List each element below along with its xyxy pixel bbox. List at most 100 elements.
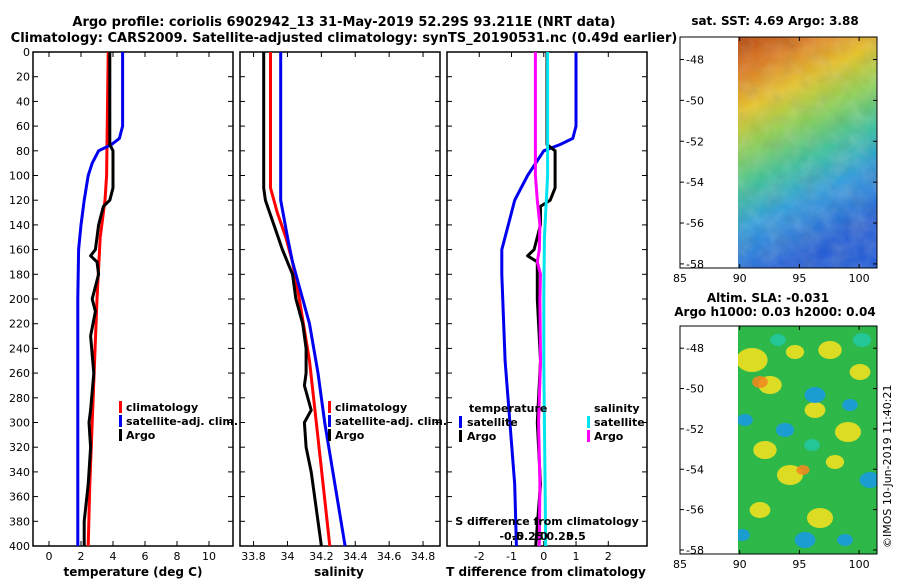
sla-anomaly-blob <box>796 465 810 475</box>
difference-xlabel: T difference from climatology <box>446 565 646 579</box>
sla-anomaly-blob <box>804 439 820 451</box>
series-line-argo <box>262 52 323 547</box>
legend-label: Argo <box>335 429 365 442</box>
lat-tick-label: -56 <box>686 217 704 230</box>
sst-map-frame <box>679 36 878 269</box>
lat-tick-label: -54 <box>686 176 704 189</box>
temperature-plot-frame <box>32 51 234 547</box>
x-tick-label: 6 <box>142 550 149 563</box>
legend-label: Argo <box>467 430 497 443</box>
s-tick-label: -0.25 <box>512 530 544 543</box>
sst-map-ticks: 85 90 95 100 -48 -50 -52 -54 -56 -58 <box>673 37 877 285</box>
temperature-xlabel: temperature (deg C) <box>64 565 203 579</box>
lon-tick-label: 90 <box>733 558 747 571</box>
lat-tick-label: -52 <box>686 423 704 436</box>
sst-texture <box>738 37 877 268</box>
legend-temperature-title: temperature <box>469 402 547 415</box>
legend-label: climatology <box>126 401 198 414</box>
x-tick-label: 10 <box>202 550 216 563</box>
sla-anomaly-blob <box>770 334 786 346</box>
y-tick-label: 340 <box>9 466 30 479</box>
lon-tick-label: 85 <box>673 558 687 571</box>
series-line-satellite-adj-clim- <box>279 52 347 547</box>
y-tick-label: 240 <box>9 342 30 355</box>
sla-anomaly-blob <box>775 423 795 437</box>
x-tick-label: 0 <box>46 550 53 563</box>
x-tick-label: -2 <box>474 550 485 563</box>
sla-anomaly-blob <box>738 529 750 541</box>
lon-tick-label: 85 <box>673 272 687 285</box>
series-line-argo <box>82 52 115 546</box>
sla-map-frame <box>679 325 878 555</box>
x-tick-label: 1 <box>573 550 580 563</box>
salinity-plot-marks: 33.8 34 34.2 34.4 34.6 34.8 climatologysatelli… <box>240 51 447 563</box>
sla-anomaly-blob <box>749 502 771 518</box>
sla-map-ticks: 85 90 95 100 -48 -50 -52 -54 -56 -58 <box>673 326 877 571</box>
legend-label: satellite-adj. clim. <box>335 415 447 428</box>
sla-anomaly-blob <box>785 345 805 359</box>
x-tick-label: 34.6 <box>377 550 402 563</box>
sla-anomaly-blob <box>804 402 826 418</box>
sla-anomaly-blob <box>753 441 777 459</box>
x-tick-label: 4 <box>110 550 117 563</box>
sla-field <box>738 326 877 554</box>
y-tick-label: 100 <box>9 170 30 183</box>
x-tick-label: 34.2 <box>309 550 334 563</box>
sla-anomaly-blob <box>837 534 853 546</box>
sla-anomaly-blob <box>794 532 816 548</box>
lat-tick-label: -54 <box>686 463 704 476</box>
lat-tick-label: -48 <box>686 342 704 355</box>
legend-swatch <box>328 429 331 441</box>
legend-swatch <box>587 430 590 442</box>
lat-tick-label: -58 <box>686 258 704 271</box>
legend-label: satellite <box>467 416 518 429</box>
s-tick-label: 0.5 <box>566 530 586 543</box>
y-tick-label: 400 <box>9 540 30 553</box>
legend-swatch <box>328 415 331 427</box>
lat-tick-label: -52 <box>686 135 704 148</box>
y-tick-label: 280 <box>9 392 30 405</box>
y-tick-label: 60 <box>16 120 30 133</box>
salinity-panel: 33.8 34 34.2 34.4 34.6 34.8 climatologysatelli… <box>239 51 447 579</box>
y-tick-label: 160 <box>9 244 30 257</box>
sla-anomaly-blob <box>859 472 877 488</box>
title-line-2: Climatology: CARS2009. Satellite-adjuste… <box>11 31 678 46</box>
y-tick-label: 260 <box>9 367 30 380</box>
sla-anomaly-blob <box>752 376 768 388</box>
difference-panel: -2 -1 0 1 2temperaturesatelliteArgosalinitys… <box>446 51 648 579</box>
sla-anomaly-blob <box>849 364 871 380</box>
legend-swatch <box>119 415 122 427</box>
sla-anomaly-blob <box>804 387 826 403</box>
y-tick-label: 220 <box>9 318 30 331</box>
legend-label: satellite-adj. clim. <box>126 415 238 428</box>
legend-salinity-title: salinity <box>594 402 640 415</box>
sla-anomaly-blob <box>852 333 872 347</box>
temperature-panel: 0204060801001201401601802002202402602803… <box>9 46 238 579</box>
temperature-plot-marks: 0204060801001201401601802002202402602803… <box>9 46 238 563</box>
y-tick-label: 360 <box>9 491 30 504</box>
legend-swatch <box>328 401 331 413</box>
salinity-xlabel: salinity <box>314 565 364 579</box>
s-tick-label: 0.25 <box>546 530 573 543</box>
lon-tick-label: 90 <box>733 272 747 285</box>
sla-anomaly-blob <box>738 414 753 426</box>
credit-stamp: ©IMOS 10-Jun-2019 11:40:21 <box>881 384 894 548</box>
y-tick-label: 320 <box>9 441 30 454</box>
x-tick-label: 34 <box>280 550 294 563</box>
y-tick-label: 300 <box>9 417 30 430</box>
legend-swatch <box>119 401 122 413</box>
x-tick-label: 2 <box>605 550 612 563</box>
lat-tick-label: -50 <box>686 383 704 396</box>
x-tick-label: 0 <box>540 550 547 563</box>
y-tick-label: 180 <box>9 268 30 281</box>
legend-swatch <box>119 429 122 441</box>
legend-label: climatology <box>335 401 407 414</box>
x-tick-label: 33.8 <box>241 550 266 563</box>
sla-map-title-1: Altim. SLA: -0.031 <box>707 291 829 305</box>
series-line-climatology <box>269 52 332 547</box>
lat-tick-label: -56 <box>686 504 704 517</box>
s-tick-label: -0.5 <box>499 530 523 543</box>
legend-swatch <box>459 430 462 442</box>
sla-anomaly-blob <box>842 399 858 411</box>
